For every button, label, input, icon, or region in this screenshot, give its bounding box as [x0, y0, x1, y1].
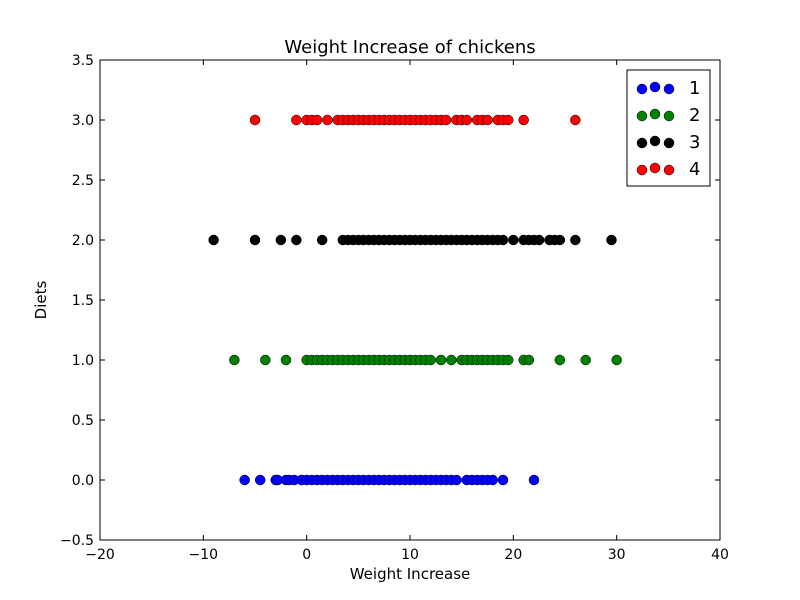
series-3: [208, 234, 617, 246]
point-series-2-27: [425, 354, 436, 366]
x-tick-label-0: −20: [85, 547, 115, 563]
point-series-2-39: [502, 354, 514, 366]
y-tick-label-8: 3.5: [72, 53, 94, 69]
y-tick-label-0: −0.5: [60, 533, 94, 549]
y-tick-label-6: 2.5: [72, 173, 94, 189]
legend-marker-1-2: [663, 83, 675, 95]
legend-label-3: 3: [689, 132, 700, 153]
legend-marker-3-0: [636, 137, 648, 149]
point-series-4-1: [291, 114, 302, 126]
point-series-3-44: [554, 234, 566, 246]
legend-marker-1-1: [649, 81, 661, 93]
x-tick-label-3: 10: [401, 547, 419, 563]
point-series-4-36: [502, 114, 514, 126]
point-series-3-46: [606, 234, 617, 246]
point-series-2-2: [280, 354, 292, 366]
series-2: [229, 354, 622, 366]
point-series-4-38: [570, 114, 581, 126]
legend-label-1: 1: [689, 78, 700, 99]
x-tick-label-4: 20: [504, 547, 522, 563]
y-axis-label: Diets: [32, 281, 50, 320]
legend-label-2: 2: [689, 105, 700, 126]
point-series-2-43: [580, 354, 591, 366]
plot-background: [100, 60, 720, 540]
x-tick-label-6: 40: [711, 547, 729, 563]
y-tick-label-2: 0.5: [72, 413, 94, 429]
point-series-4-33: [482, 114, 493, 126]
point-series-4-0: [249, 114, 261, 126]
axes: −20 −10 0 10 20 30 40 −0.5 0.0 0.5 1.0 1.5 2.0 2.5 3.0…: [60, 53, 729, 563]
point-series-4-27: [440, 114, 452, 126]
legend-label-4: 4: [689, 159, 700, 180]
legend-marker-2-2: [663, 110, 675, 122]
point-series-3-0: [208, 234, 219, 246]
point-series-3-45: [570, 234, 581, 246]
legend-entry-3: 3: [636, 132, 700, 153]
series-1: [239, 474, 540, 486]
point-series-3-1: [249, 234, 261, 246]
y-tick-label-5: 2.0: [72, 233, 94, 249]
legend-marker-3-1: [649, 135, 661, 147]
legend-marker-4-1: [649, 162, 661, 174]
legend-entry-4: 4: [636, 159, 700, 180]
plot-area: [100, 60, 720, 540]
legend-marker-4-2: [663, 164, 675, 176]
point-series-2-1: [260, 354, 271, 366]
point-series-2-41: [523, 354, 535, 366]
point-series-3-36: [497, 234, 509, 246]
point-series-4-4: [311, 114, 323, 126]
point-series-4-37: [518, 114, 529, 126]
point-series-3-3: [291, 234, 302, 246]
legend-marker-4-0: [636, 164, 648, 176]
legend-entry-2: 2: [636, 105, 700, 126]
point-series-3-2: [275, 234, 287, 246]
x-tick-label-5: 30: [608, 547, 626, 563]
point-series-2-29: [446, 354, 457, 366]
point-series-1-1: [254, 474, 266, 486]
point-series-1-44: [497, 474, 509, 486]
point-series-3-37: [508, 234, 519, 246]
point-series-1-0: [239, 474, 250, 486]
legend-marker-2-1: [649, 108, 661, 120]
x-tick-label-1: −10: [189, 547, 219, 563]
point-series-2-28: [435, 354, 447, 366]
point-series-1-45: [528, 474, 540, 486]
point-series-1-37: [451, 474, 462, 486]
point-series-1-43: [487, 474, 498, 486]
x-tick-label-2: 0: [302, 547, 311, 563]
point-series-3-4: [316, 234, 328, 246]
point-series-3-41: [533, 234, 545, 246]
x-axis-label: Weight Increase: [350, 565, 471, 583]
legend-marker-1-0: [636, 83, 648, 95]
point-series-4-5: [322, 114, 333, 126]
point-series-4-30: [461, 114, 473, 126]
point-series-2-0: [229, 354, 240, 366]
y-tick-label-3: 1.0: [72, 353, 94, 369]
legend-entry-1: 1: [636, 78, 700, 99]
point-series-2-42: [554, 354, 566, 366]
series-4: [249, 114, 581, 126]
y-tick-label-7: 3.0: [72, 113, 94, 129]
chart-title: Weight Increase of chickens: [284, 37, 535, 58]
y-tick-label-4: 1.5: [72, 293, 94, 309]
point-series-2-44: [611, 354, 622, 366]
legend-marker-2-0: [636, 110, 648, 122]
legend: 1 2 3 4: [626, 69, 711, 187]
legend-marker-3-2: [663, 137, 675, 149]
y-tick-label-1: 0.0: [72, 473, 94, 489]
